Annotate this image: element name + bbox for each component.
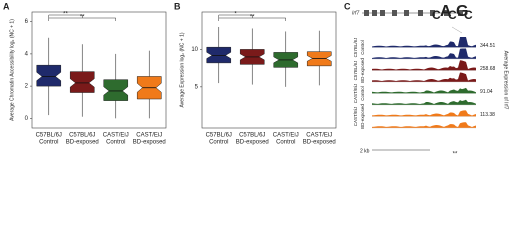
expression-value: 258.68 (480, 66, 496, 72)
motif-letter: G (456, 3, 468, 20)
exon (430, 10, 435, 16)
y-tick-label: 5 (195, 84, 199, 90)
gene-name: Irf7 (352, 10, 359, 16)
motif-letter: A (440, 3, 452, 20)
x-tick-label: C57BL/6J (36, 133, 62, 139)
exon (404, 10, 409, 16)
x-tick-label: C57BL/6J (69, 133, 95, 139)
y-tick-label: 6 (25, 19, 29, 25)
track-label: BD-exposed (360, 104, 365, 129)
right-label: Average Expression of Irf7 (503, 51, 509, 110)
exon (444, 10, 449, 16)
exon (372, 10, 377, 16)
x-tick-label: CAST/EiJ (136, 133, 162, 139)
track-label: BD-exposed (360, 58, 365, 83)
box (36, 64, 62, 87)
track-label: C57BL/6J (353, 61, 358, 81)
panel-label: C (344, 1, 351, 11)
x-tick-label: C57BL/6J (239, 133, 265, 139)
panel-label: A (3, 1, 10, 11)
exon (380, 10, 385, 16)
expression-value: 113.38 (480, 112, 495, 118)
y-tick-label: 10 (191, 47, 198, 53)
y-tick-label: 4 (25, 51, 29, 57)
significance-label: ** (453, 152, 458, 158)
y-tick-label: 0 (25, 116, 29, 122)
track-label: CAST/EiJ (353, 84, 358, 104)
x-tick-label: CAST/EiJ (273, 133, 299, 139)
plot-frame (201, 11, 337, 129)
track-label: Control (360, 86, 365, 101)
x-tick-label: BD-exposed (303, 140, 336, 146)
panel-label: B (174, 1, 181, 11)
x-tick-label: BD-exposed (236, 140, 269, 146)
coverage-track (372, 110, 476, 117)
track-label: C57BL/6J (353, 38, 358, 58)
x-tick-label: C57BL/6J (206, 133, 232, 139)
coverage-track (372, 60, 476, 71)
plot-frame (31, 11, 167, 129)
box (103, 79, 129, 101)
significance-bracket (48, 14, 83, 18)
x-tick-label: Control (106, 140, 125, 146)
exon (364, 10, 369, 16)
track-label: Control (360, 40, 365, 55)
exon (458, 10, 463, 16)
x-tick-label: CAST/EiJ (103, 133, 129, 139)
y-tick-label: 2 (25, 84, 29, 90)
motif-letter: C (448, 8, 457, 22)
coverage-track (372, 99, 476, 105)
significance-label: * (234, 12, 237, 18)
box (69, 71, 95, 93)
motif-letter: C (464, 8, 473, 22)
y-axis-label: Average Chromatin Accessibility log₂ (NC… (9, 19, 15, 121)
x-tick-label: Control (276, 140, 295, 146)
significance-bracket (48, 17, 116, 21)
scale-label: 2 kb (360, 148, 370, 154)
x-tick-label: BD-exposed (133, 140, 166, 146)
significance-label: ** (63, 12, 68, 18)
track-label: CAST/EiJ (353, 107, 358, 127)
coverage-track (372, 37, 476, 48)
significance-label: ** (80, 15, 85, 21)
significance-label: ** (250, 15, 255, 21)
figure: A B C Average Chromatin Accessibility lo… (3, 1, 509, 158)
motif-pointer (451, 26, 463, 34)
y-axis-label: Average Expression log₂ (NC + 1) (179, 32, 185, 107)
exon (392, 10, 397, 16)
coverage-track (372, 48, 476, 59)
page: A B C Average Chromatin Accessibility lo… (3, 1, 509, 158)
coverage-track (372, 72, 476, 82)
significance-bracket (218, 14, 253, 18)
expression-value: 344.51 (480, 43, 496, 49)
coverage-track (372, 87, 476, 94)
x-tick-label: Control (39, 140, 58, 146)
motif-letter: C (432, 8, 441, 22)
significance-bracket (218, 17, 286, 21)
x-tick-label: Control (209, 140, 228, 146)
exon (418, 10, 423, 16)
x-tick-label: CAST/EiJ (306, 133, 332, 139)
x-tick-label: BD-exposed (66, 140, 99, 146)
coverage-track (372, 122, 476, 128)
expression-value: 91.04 (480, 89, 493, 95)
